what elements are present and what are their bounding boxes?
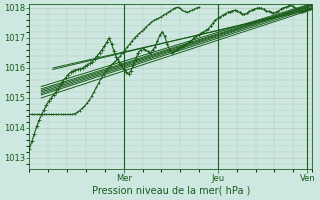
X-axis label: Pression niveau de la mer( hPa ): Pression niveau de la mer( hPa ) xyxy=(92,186,250,196)
